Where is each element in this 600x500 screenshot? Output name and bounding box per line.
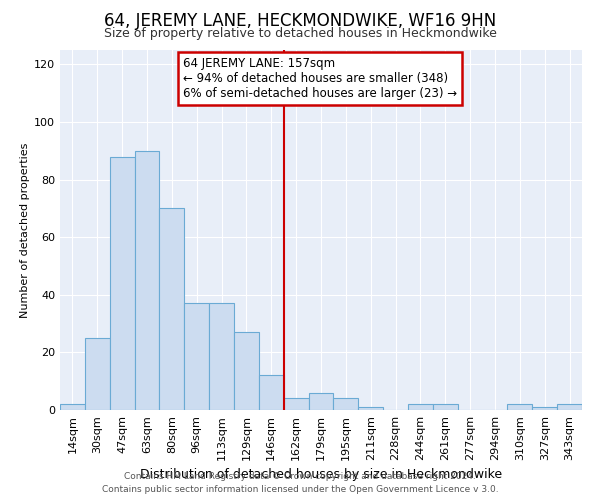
Bar [259, 376, 284, 410]
Text: 64, JEREMY LANE, HECKMONDWIKE, WF16 9HN: 64, JEREMY LANE, HECKMONDWIKE, WF16 9HN [104, 12, 496, 30]
Bar [408, 404, 433, 410]
Bar [334, 398, 358, 410]
Text: Contains HM Land Registry data © Crown copyright and database right 2024.: Contains HM Land Registry data © Crown c… [124, 472, 476, 481]
Text: Contains public sector information licensed under the Open Government Licence v : Contains public sector information licen… [101, 485, 499, 494]
X-axis label: Distribution of detached houses by size in Heckmondwike: Distribution of detached houses by size … [140, 468, 502, 481]
Bar [234, 332, 259, 410]
Bar [184, 304, 209, 410]
Bar [110, 156, 134, 410]
Bar [508, 404, 532, 410]
Y-axis label: Number of detached properties: Number of detached properties [20, 142, 30, 318]
Bar [85, 338, 110, 410]
Bar [433, 404, 458, 410]
Bar [60, 404, 85, 410]
Bar [209, 304, 234, 410]
Bar [532, 407, 557, 410]
Text: 64 JEREMY LANE: 157sqm
← 94% of detached houses are smaller (348)
6% of semi-det: 64 JEREMY LANE: 157sqm ← 94% of detached… [182, 57, 457, 100]
Bar [358, 407, 383, 410]
Bar [308, 392, 334, 410]
Bar [160, 208, 184, 410]
Text: Size of property relative to detached houses in Heckmondwike: Size of property relative to detached ho… [104, 28, 496, 40]
Bar [134, 151, 160, 410]
Bar [284, 398, 308, 410]
Bar [557, 404, 582, 410]
